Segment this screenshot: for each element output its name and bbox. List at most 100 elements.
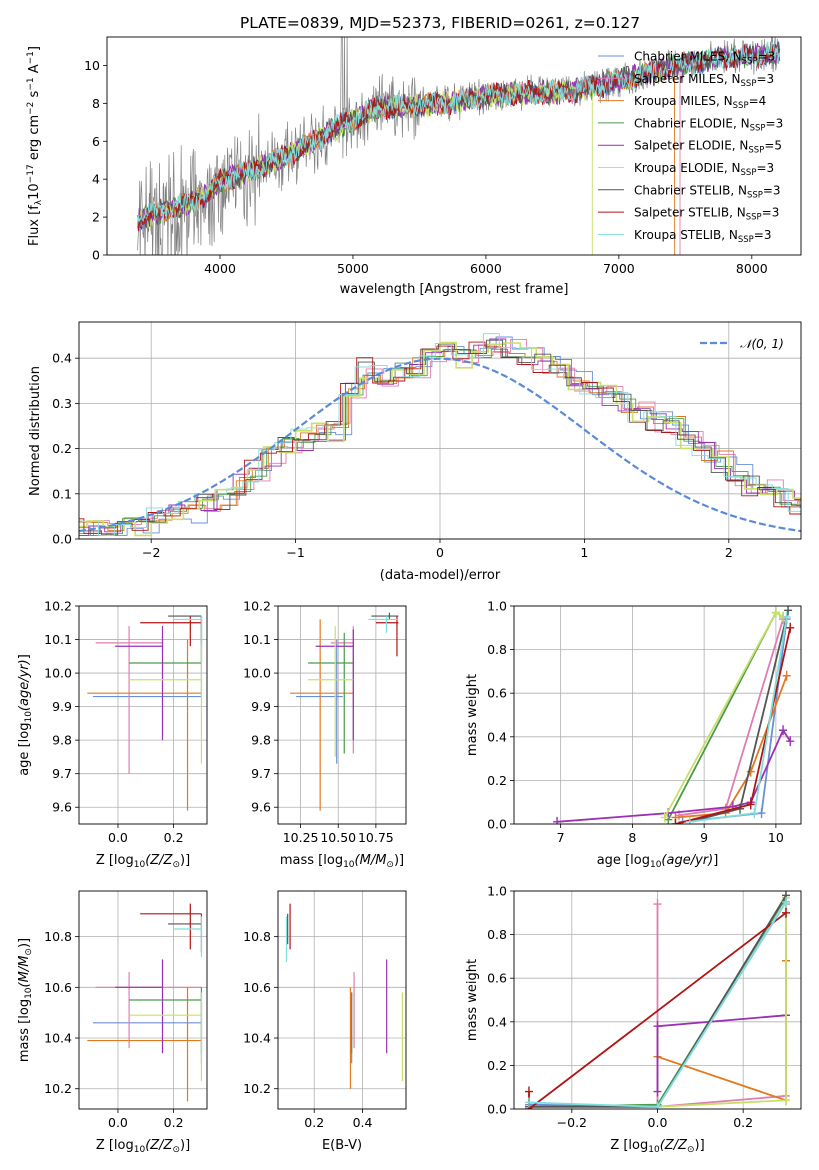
- weight-marker: [660, 812, 669, 823]
- label-expr: (age/yr): [17, 659, 32, 711]
- mass-vs-ebv-xlabel: E(B-V): [322, 1138, 362, 1153]
- ylabel-part: −1: [26, 77, 36, 90]
- legend-value: =3: [756, 161, 774, 175]
- mass_weight_vs_Z-ytick-label: 0.8: [487, 927, 507, 942]
- mass_vs_Z-panel: 0.0 0.210.210.410.610.8Z [log10(Z/Z⊙)]mas…: [17, 890, 208, 1155]
- mass_vs_Z-ytick-label: 10.4: [44, 1031, 72, 1046]
- residuals-ylabel: Normed distribution: [28, 366, 43, 496]
- mass_weight_vs_Z-xtick-label: 0.0: [648, 1115, 668, 1130]
- legend-sub: SSP: [750, 123, 766, 133]
- mass_vs_ebv-xtick-label: 0.2: [304, 1115, 324, 1130]
- ylabel-part: λ: [34, 199, 44, 205]
- legend-sub: SSP: [742, 57, 758, 67]
- legend-label: Kroupa ELODIE, N: [634, 161, 741, 175]
- spectrum-plot-area: [137, 37, 781, 255]
- weight-marker: [779, 725, 788, 736]
- label-sub: 10: [648, 1145, 660, 1155]
- age_vs_Z-xtick-label: 0.0: [108, 830, 128, 845]
- spectrum-xtick-label: 6000: [470, 261, 502, 276]
- mass_weight_vs_age-frame: [513, 605, 802, 825]
- mass_vs_ebv-ytick-label: 10.4: [243, 1031, 271, 1046]
- age_vs_Z-ytick-label: 10.0: [44, 666, 72, 681]
- spectrum-ytick-label: 10: [84, 58, 100, 73]
- label-end: )]: [180, 1138, 190, 1153]
- age_vs_mass-xtick-label: 10.25: [283, 830, 319, 845]
- weight-marker: [782, 611, 791, 622]
- mass_weight_vs_Z-frame: [513, 890, 802, 1110]
- label-main: age [log: [597, 853, 650, 868]
- legend-entry: 𝒩(0, 1): [740, 337, 784, 351]
- legend-sub: SSP: [747, 190, 763, 200]
- spectrum-xtick-label: 8000: [736, 261, 768, 276]
- label-end: ]: [713, 853, 718, 868]
- weight-marker: [786, 736, 795, 747]
- label-expr: (Z/Z: [660, 1138, 688, 1153]
- age_vs_mass-ytick-label: 9.8: [251, 733, 271, 748]
- residuals-ytick-label: 0.1: [52, 486, 72, 501]
- age_vs_mass-ytick-label: 10.0: [243, 666, 271, 681]
- age_vs_Z-plot-area: [87, 615, 203, 811]
- spectrum-panel: 4000 5000 6000 7000 8000 0 2 4 6 8 10 Chabrier MILE…: [26, 36, 802, 297]
- label-main: Z [log: [96, 853, 134, 868]
- residuals-xtick-label: −2: [142, 545, 160, 560]
- legend-value: =3: [756, 72, 774, 86]
- label-expr: (age/yr): [661, 853, 713, 868]
- weight-line-chabrier-elodie: [667, 611, 784, 821]
- weight-marker: [757, 808, 766, 819]
- age_vs_mass-ytick-label: 10.1: [243, 632, 271, 647]
- legend-label: Salpeter ELODIE, N: [634, 139, 748, 153]
- age_vs_Z-ytick-label: 10.2: [44, 599, 72, 614]
- mass_weight_vs_Z-ytick-label: 0.6: [487, 971, 507, 986]
- label-sub2: ⊙: [24, 948, 34, 956]
- mass-weight-vs-Z-ylabel: mass weight: [465, 959, 480, 1041]
- spectrum-ytick-label: 6: [92, 134, 100, 149]
- residuals-xtick-label: 2: [725, 545, 733, 560]
- mass_vs_ebv-frame: [277, 890, 407, 1110]
- spectrum-model-salpeter-stelib: [137, 44, 781, 232]
- label-expr: (Z/Z: [145, 1138, 173, 1153]
- legend-value: =3: [754, 228, 772, 242]
- residuals-ytick-label: 0.2: [52, 441, 72, 456]
- ylabel-part: erg cm: [27, 115, 42, 164]
- age_vs_mass-ytick-label: 10.2: [243, 599, 271, 614]
- label-end: )]: [17, 938, 32, 948]
- label-end: )]: [180, 853, 190, 868]
- mass_weight_vs_age-ytick-label: 1.0: [487, 599, 507, 614]
- age_vs_mass-xtick-label: 10.75: [358, 830, 394, 845]
- weight-line-salpeter-stelib: [528, 912, 787, 1109]
- ylabel-part: 10: [27, 183, 42, 200]
- residuals-plot-area: [79, 333, 801, 537]
- label-sub2: ⊙: [687, 1145, 695, 1155]
- label-main: mass [log: [17, 999, 32, 1062]
- mass_weight_vs_age-xtick-label: 9: [700, 830, 708, 845]
- legend-entry: Chabrier STELIB, NSSP=3: [634, 183, 781, 200]
- mass_weight_vs_Z-xtick-label: −0.2: [557, 1115, 587, 1130]
- histogram-kroupa-miles: [79, 348, 801, 531]
- mass_vs_ebv-panel: 0.2 0.4 10.2 10.4 10.6 10.8 E(B-V): [243, 890, 407, 1153]
- residuals-xtick-label: 1: [580, 545, 588, 560]
- mass_vs_Z-ytick-label: 10.8: [44, 929, 72, 944]
- weight-marker: [782, 1095, 791, 1106]
- spectrum-ytick-label: 4: [92, 172, 100, 187]
- spectrum-frame: [106, 36, 802, 256]
- legend-value: =4: [749, 94, 767, 108]
- label-sub: 10: [134, 860, 146, 870]
- legend-entry: Salpeter MILES, NSSP=3: [634, 72, 774, 89]
- residuals-xlabel: (data-model)/error: [380, 568, 501, 583]
- label-main: age [log: [17, 723, 32, 776]
- mass_vs_ebv-plot-area: [285, 903, 403, 1089]
- ylabel-part: −1: [26, 51, 36, 64]
- spectrum-ylabel: Flux [fλ10−17 erg cm−2 s−1 A−1]: [26, 46, 44, 246]
- legend-sub: SSP: [733, 101, 749, 111]
- mass_weight_vs_age-ytick-label: 0.2: [487, 773, 507, 788]
- residuals-ytick-label: 0.4: [52, 351, 72, 366]
- legend-entry: Chabrier MILES, NSSP=3: [634, 50, 775, 67]
- ylabel-part: −2: [26, 102, 36, 115]
- weight-marker: [524, 1086, 533, 1097]
- legend-value: =3: [766, 116, 784, 130]
- weight-marker: [782, 670, 791, 681]
- ylabel-part: ]: [27, 46, 42, 51]
- residuals-ytick-label: 0.3: [52, 396, 72, 411]
- label-end: )]: [695, 1138, 705, 1153]
- mass_vs_Z-ytick-label: 10.2: [44, 1081, 72, 1096]
